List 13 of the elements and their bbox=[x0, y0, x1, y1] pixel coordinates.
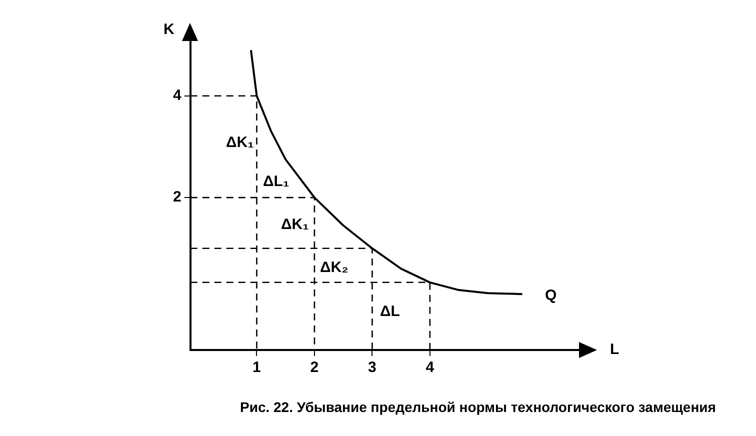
annotation: ΔK₁ bbox=[281, 216, 309, 234]
annotation: ΔK₂ bbox=[320, 259, 348, 277]
annotation: ΔL₁ bbox=[263, 173, 290, 191]
y-axis-title: K bbox=[164, 21, 174, 38]
x-tick-label: 2 bbox=[310, 359, 319, 376]
x-axis-title: L bbox=[610, 341, 620, 358]
x-tick-label: 4 bbox=[426, 359, 435, 376]
x-tick-label: 1 bbox=[252, 359, 261, 376]
annotation: Q bbox=[545, 287, 557, 305]
annotation: ΔL bbox=[380, 303, 400, 321]
text: Рис. 22. Убывание предельной нормы технологического замещения bbox=[240, 398, 716, 416]
annotation: ΔK₁ bbox=[226, 134, 254, 152]
x-tick-label: 3 bbox=[368, 359, 376, 376]
